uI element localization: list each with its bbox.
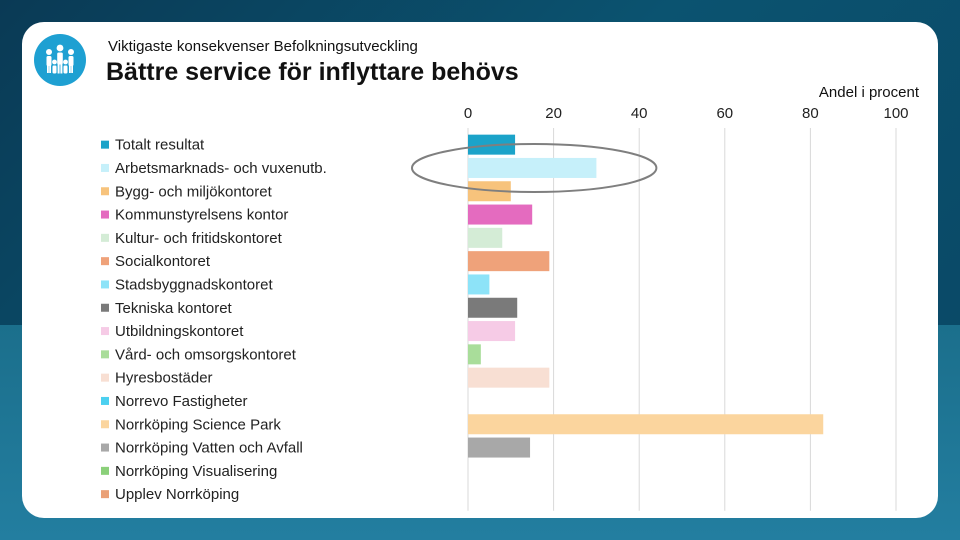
legend-swatch — [101, 257, 109, 266]
legend-label: Kultur- och fritidskontoret — [115, 230, 283, 247]
legend-label: Kommunstyrelsens kontor — [115, 207, 288, 224]
bar — [468, 227, 503, 248]
legend-swatch — [101, 373, 109, 382]
legend-label: Totalt resultat — [115, 137, 205, 154]
legend-label: Norrköping Visualisering — [115, 463, 277, 480]
legend-swatch — [101, 303, 109, 312]
x-tick-label: 20 — [545, 105, 562, 122]
x-tick-label: 60 — [716, 105, 733, 122]
bar — [468, 414, 824, 435]
legend-label: Arbetsmarknads- och vuxenutb. — [115, 160, 327, 177]
people-group-icon — [46, 44, 74, 74]
legend-swatch — [101, 163, 109, 172]
x-tick-label: 0 — [464, 105, 472, 122]
bar — [468, 321, 516, 342]
legend-label: Stadsbyggnadskontoret — [115, 276, 273, 293]
logo — [34, 34, 86, 86]
x-tick-label: 100 — [883, 105, 908, 122]
legend-label: Hyresbostäder — [115, 370, 213, 387]
legend-label: Utbildningskontoret — [115, 323, 244, 340]
bar — [468, 251, 550, 272]
bar — [468, 204, 533, 225]
slide-subtitle: Viktigaste konsekvenser Befolkningsutvec… — [108, 38, 418, 55]
legend-label: Socialkontoret — [115, 253, 211, 270]
legend-swatch — [101, 233, 109, 242]
legend-label: Norrköping Vatten och Avfall — [115, 440, 303, 457]
legend-label: Vård- och omsorgskontoret — [115, 346, 297, 363]
legend-swatch — [101, 280, 109, 289]
highlight-ellipse — [411, 142, 658, 193]
bar — [468, 367, 550, 388]
bar — [468, 437, 531, 458]
legend-label: Norrevo Fastigheter — [115, 393, 248, 410]
legend-swatch — [101, 490, 109, 499]
bar — [468, 274, 490, 295]
bar — [468, 297, 518, 318]
legend-label: Norrköping Science Park — [115, 416, 281, 433]
bar — [468, 344, 481, 365]
legend-label: Tekniska kontoret — [115, 300, 233, 317]
x-tick-label: 40 — [631, 105, 648, 122]
legend-swatch — [101, 396, 109, 405]
x-axis-title: Andel i procent — [818, 84, 919, 101]
legend-swatch — [101, 210, 109, 219]
legend-swatch — [101, 443, 109, 452]
legend-swatch — [101, 420, 109, 429]
bar — [468, 157, 597, 178]
slide-title: Bättre service för inflyttare behövs — [106, 58, 519, 86]
legend-swatch — [101, 187, 109, 196]
legend-swatch — [101, 466, 109, 475]
legend-label: Upplev Norrköping — [115, 486, 239, 503]
legend-swatch — [101, 140, 109, 149]
legend-swatch — [101, 350, 109, 359]
legend-swatch — [101, 327, 109, 336]
x-tick-label: 80 — [802, 105, 819, 122]
legend-label: Bygg- och miljökontoret — [115, 183, 273, 200]
